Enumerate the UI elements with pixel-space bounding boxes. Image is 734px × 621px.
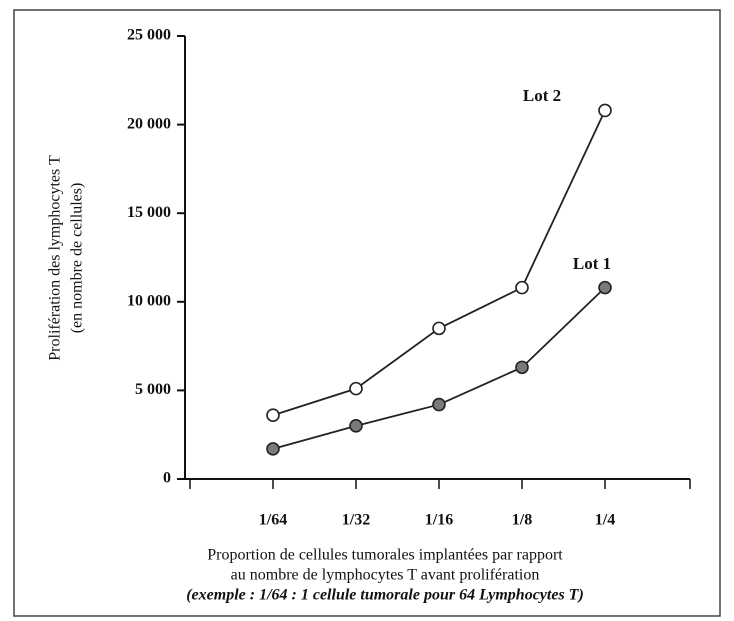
x-tick-label: 1/16 [425,512,453,529]
point [432,397,446,412]
series-line [272,286,606,450]
x-tick-label: 1/4 [595,512,615,529]
point [266,408,280,423]
point [598,103,612,118]
series-line [272,110,606,417]
series-label: Lot 2 [523,86,561,105]
y-label-line: (en nombre de cellules) [69,183,86,334]
x-label-line: Proportion de cellules tumorales implant… [207,547,563,564]
point [515,360,529,375]
y-tick-label: 20 000 [127,115,171,132]
x-label-line: (exemple : 1/64 : 1 cellule tumorale pou… [186,587,584,604]
y-tick-label: 15 000 [127,204,171,221]
frame [13,9,721,617]
point [349,381,363,396]
y-tick-label: 25 000 [127,27,171,44]
y-label: Prolifération des lymphocytes T (en nombr… [47,155,86,361]
series-label: Lot 1 [573,254,611,273]
y-tick-label: 10 000 [127,292,171,309]
point [515,280,529,295]
y-tick-label: 0 [163,470,171,487]
x-label-line: au nombre de lymphocytes T avant prolifé… [231,567,540,584]
x-tick-label: 1/32 [342,512,370,529]
y-label-line: Prolifération des lymphocytes T [47,155,64,361]
x-tick-label: 1/64 [259,512,287,529]
x-tick-label: 1/8 [512,512,532,529]
point [266,442,280,456]
point [349,419,363,433]
point [598,280,612,295]
point [432,321,446,336]
y-tick-label: 5 000 [135,381,171,398]
